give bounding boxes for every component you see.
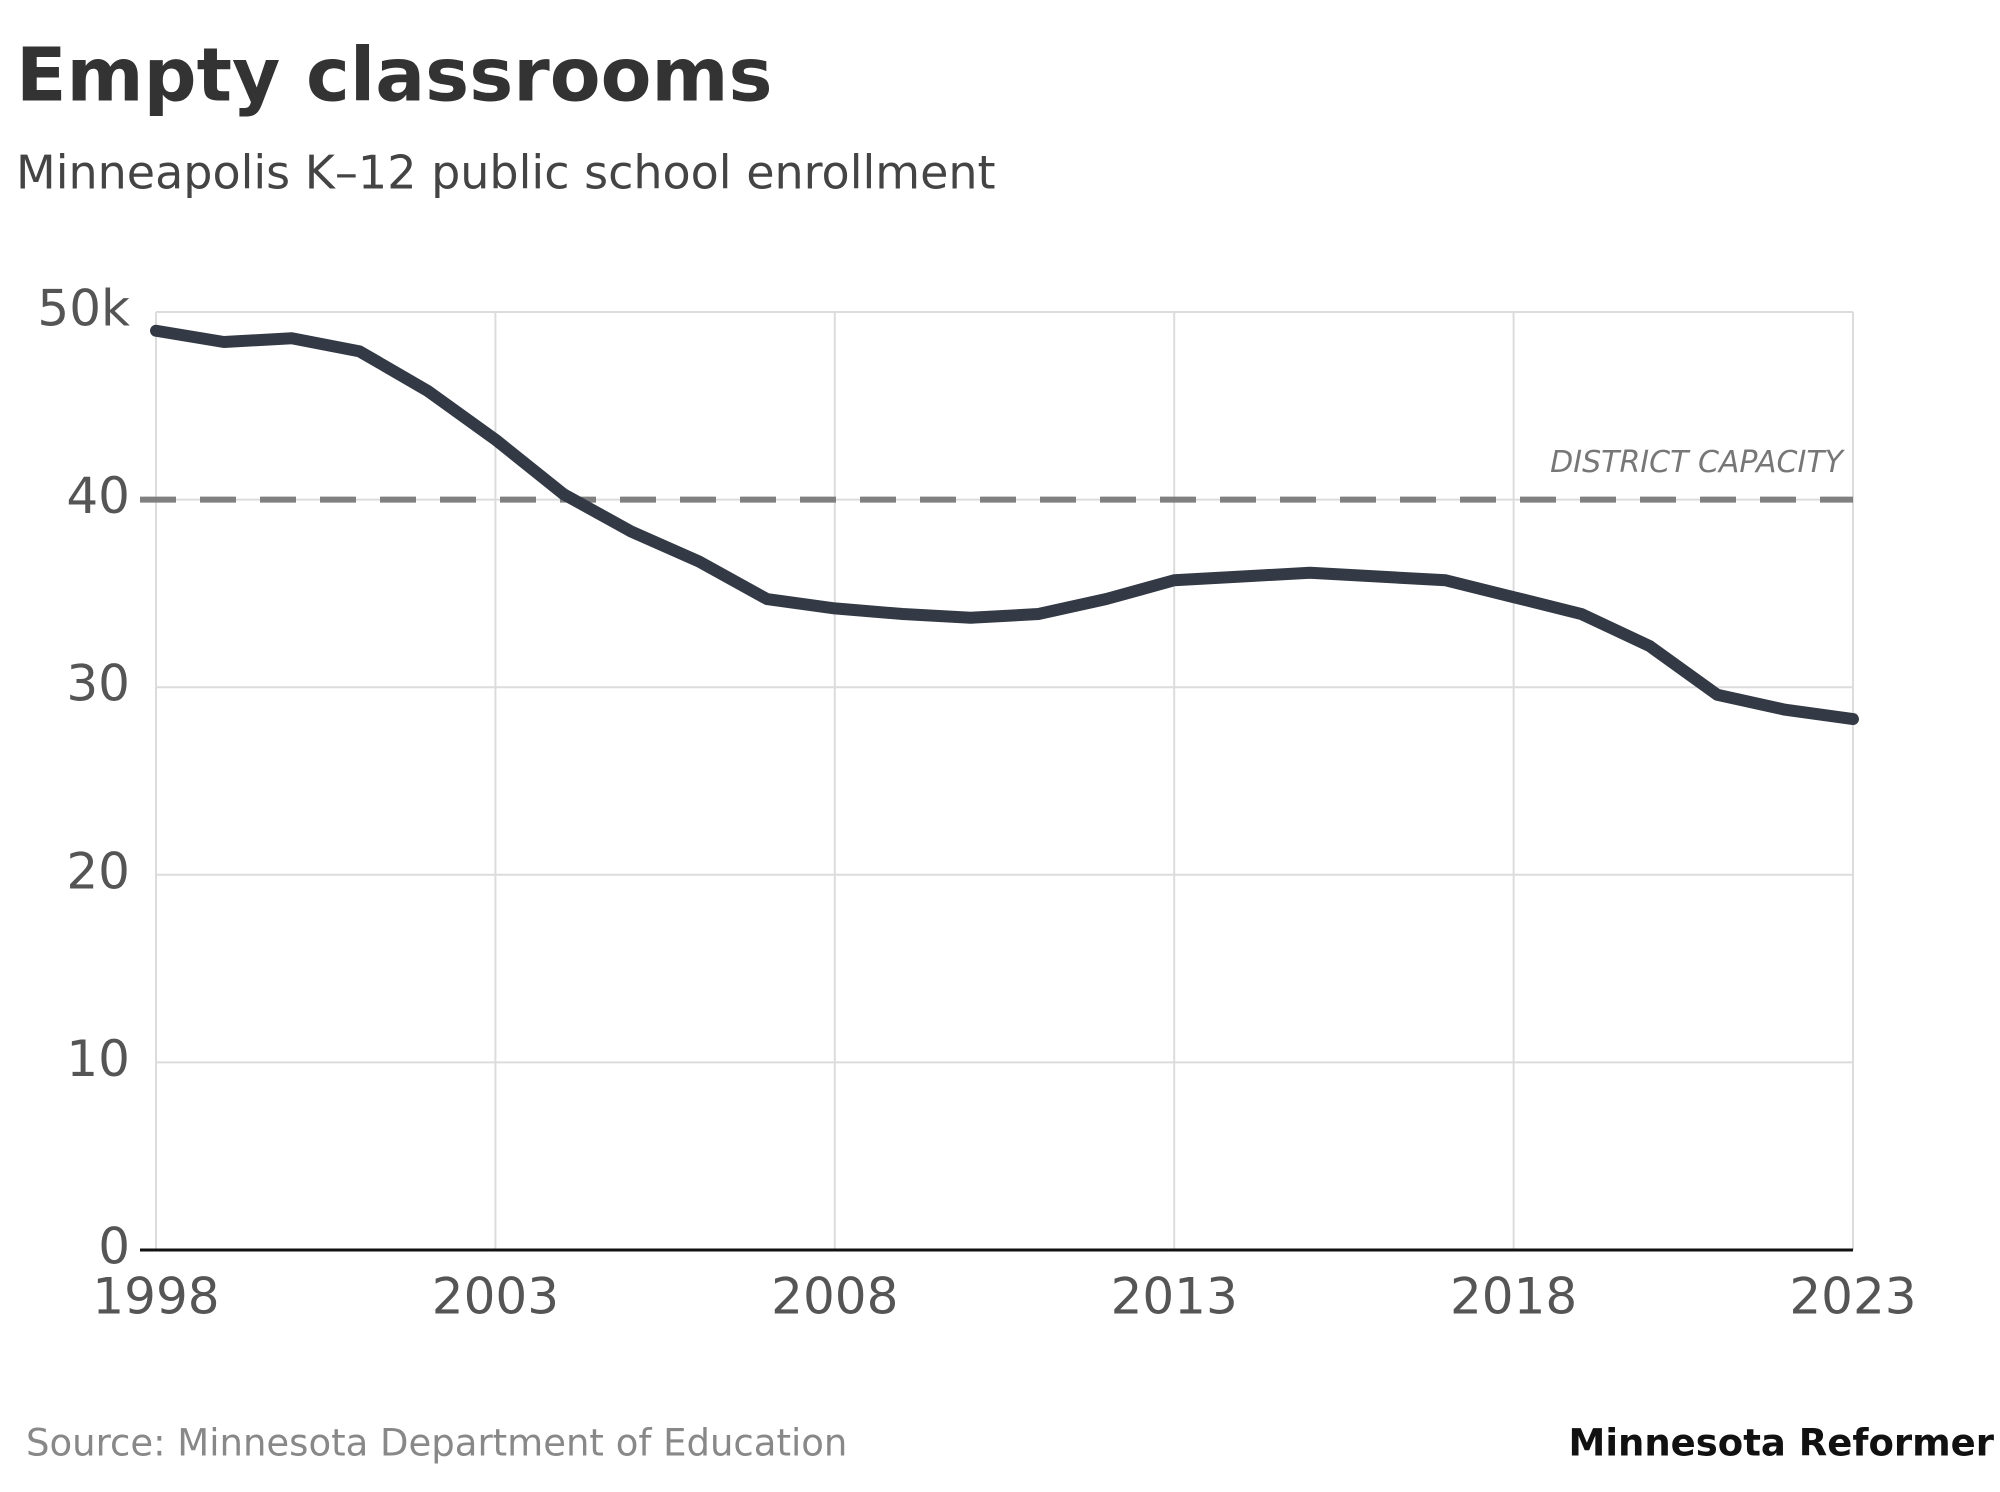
x-tick-label: 2008 — [771, 1268, 898, 1326]
line — [150, 324, 1859, 726]
x-tick-label: 1998 — [92, 1268, 219, 1326]
y-tick-label: 20 — [66, 842, 130, 900]
y-tick-label: 0 — [98, 1218, 130, 1276]
y-tick-label: 10 — [66, 1030, 130, 1088]
publisher: Minnesota Reformer — [1569, 1422, 1995, 1465]
chart-subtitle: Minneapolis K–12 public school enrollmen… — [16, 146, 996, 200]
chart-title: Empty classrooms — [16, 33, 773, 119]
y-tick-label: 50k — [37, 280, 130, 338]
x-tick-label: 2018 — [1450, 1268, 1577, 1326]
y-tick-label: 40 — [66, 467, 130, 525]
x-tick-label: 2013 — [1111, 1268, 1238, 1326]
y-tick-label: 30 — [66, 655, 130, 713]
reference-label: DISTRICT CAPACITY — [1550, 445, 1846, 480]
x-tick-label: 2023 — [1789, 1268, 1916, 1326]
source: Source: Minnesota Department of Educatio… — [26, 1422, 847, 1465]
x-tick-label: 2003 — [432, 1268, 559, 1326]
